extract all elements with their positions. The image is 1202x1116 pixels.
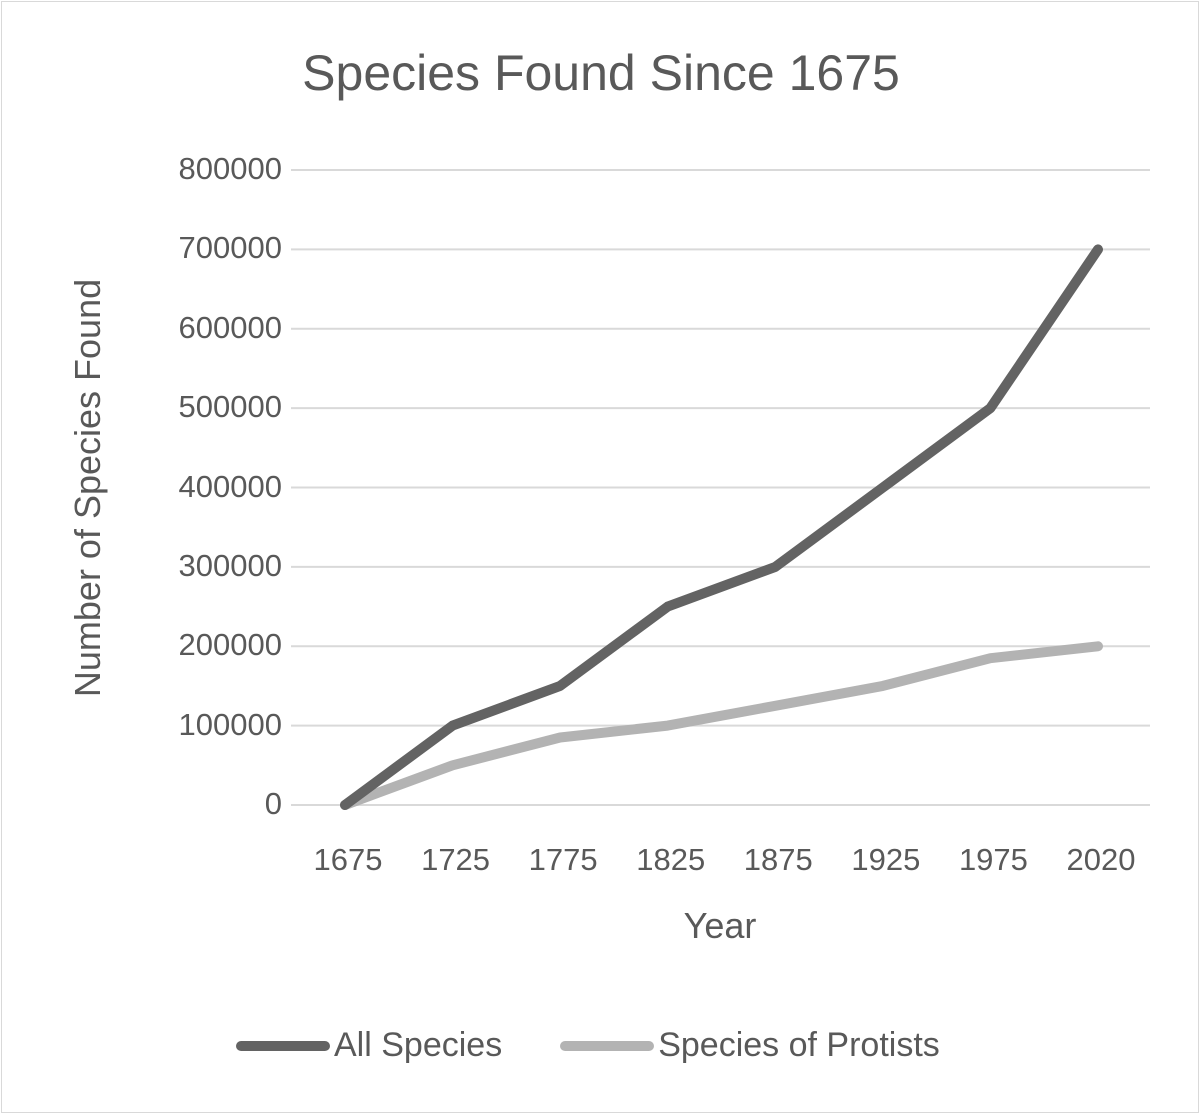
x-tick-label: 1925 [851, 842, 921, 877]
y-tick-label: 200000 [178, 627, 282, 663]
legend: All Species Species of Protists [236, 1026, 998, 1065]
legend-item-all-species[interactable]: All Species [236, 1026, 502, 1065]
y-tick-label: 700000 [178, 230, 282, 266]
x-tick-label: 1825 [636, 842, 706, 877]
series-line [340, 244, 1103, 810]
legend-item-protists[interactable]: Species of Protists [560, 1026, 940, 1065]
y-tick-label: 100000 [178, 706, 282, 742]
legend-label: All Species [334, 1026, 503, 1064]
series-line [340, 641, 1103, 810]
x-tick-label: 2020 [1066, 842, 1136, 877]
chart-title: Species Found Since 1675 [302, 45, 900, 101]
x-tick-label: 1775 [528, 842, 598, 877]
y-axis-label: Number of Species Found [67, 278, 108, 698]
x-tick-label: 1975 [958, 842, 1028, 877]
y-tick-label: 0 [264, 786, 282, 821]
legend-line-icon [560, 1040, 655, 1051]
x-tick-label: 1875 [743, 842, 813, 877]
legend-line-icon [236, 1040, 330, 1051]
y-tick-label: 500000 [178, 389, 282, 425]
y-tick-label: 400000 [178, 468, 282, 504]
series-lines [340, 244, 1103, 810]
y-tick-label: 800000 [178, 151, 282, 186]
gridlines [291, 169, 1150, 806]
y-tick-label: 600000 [178, 309, 282, 345]
x-tick-label: 1675 [313, 842, 383, 877]
y-tick-label: 300000 [178, 547, 282, 583]
x-tick-label: 1725 [421, 842, 491, 877]
legend-label: Species of Protists [658, 1026, 940, 1064]
x-axis-label: Year [683, 905, 757, 946]
